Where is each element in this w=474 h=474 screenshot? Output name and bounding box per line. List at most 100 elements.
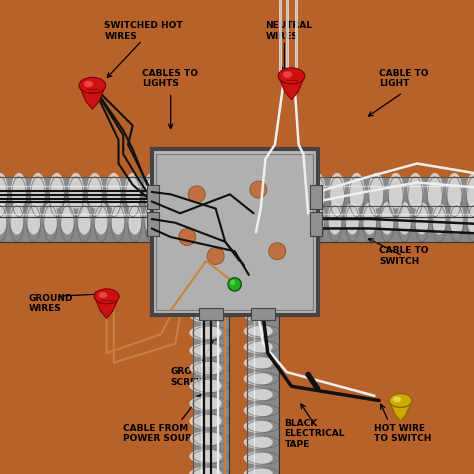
Ellipse shape	[407, 173, 423, 209]
Ellipse shape	[328, 202, 342, 235]
Bar	[251, 308, 275, 320]
Ellipse shape	[189, 361, 222, 375]
Ellipse shape	[9, 202, 24, 235]
Ellipse shape	[244, 436, 273, 449]
Ellipse shape	[0, 202, 7, 235]
Circle shape	[230, 280, 235, 285]
Text: BLACK
ELECTRICAL
TAPE: BLACK ELECTRICAL TAPE	[284, 419, 345, 448]
Circle shape	[207, 247, 224, 264]
Ellipse shape	[189, 414, 222, 428]
Ellipse shape	[244, 372, 273, 385]
Ellipse shape	[189, 431, 222, 446]
Ellipse shape	[144, 173, 160, 209]
Ellipse shape	[49, 173, 65, 209]
Ellipse shape	[79, 77, 106, 93]
Ellipse shape	[329, 173, 345, 209]
Ellipse shape	[189, 343, 222, 358]
Ellipse shape	[77, 202, 91, 235]
Ellipse shape	[278, 68, 305, 84]
Text: SWITCHED HOT
WIRES: SWITCHED HOT WIRES	[104, 21, 183, 40]
Ellipse shape	[415, 202, 429, 235]
Text: CABLE TO
LIGHT: CABLE TO LIGHT	[379, 69, 428, 88]
Ellipse shape	[244, 467, 273, 474]
Bar	[0, 177, 152, 217]
Ellipse shape	[189, 308, 222, 322]
Text: GROUND
WIRES: GROUND WIRES	[28, 294, 73, 313]
Bar	[310, 185, 322, 209]
Ellipse shape	[349, 173, 365, 209]
Ellipse shape	[84, 81, 93, 87]
Circle shape	[269, 243, 286, 260]
Bar	[156, 154, 313, 310]
Text: CABLES TO
LIGHTS: CABLES TO LIGHTS	[142, 69, 198, 88]
Bar	[318, 206, 474, 242]
Ellipse shape	[145, 202, 159, 235]
Ellipse shape	[345, 202, 360, 235]
Ellipse shape	[244, 420, 273, 433]
Ellipse shape	[244, 356, 273, 369]
Bar	[318, 177, 474, 217]
Ellipse shape	[244, 452, 273, 465]
Ellipse shape	[43, 202, 58, 235]
Ellipse shape	[189, 467, 222, 474]
Ellipse shape	[449, 202, 464, 235]
Ellipse shape	[106, 173, 122, 209]
Bar	[152, 149, 318, 315]
Ellipse shape	[94, 202, 109, 235]
Text: CABLE TO
SWITCH: CABLE TO SWITCH	[379, 246, 428, 265]
Ellipse shape	[68, 173, 84, 209]
Bar	[310, 212, 322, 236]
Ellipse shape	[111, 202, 125, 235]
Ellipse shape	[389, 394, 412, 407]
Ellipse shape	[393, 397, 401, 402]
Ellipse shape	[427, 173, 443, 209]
Ellipse shape	[467, 202, 474, 235]
Ellipse shape	[368, 173, 384, 209]
Bar	[193, 315, 229, 474]
Ellipse shape	[363, 202, 377, 235]
Ellipse shape	[189, 379, 222, 393]
Ellipse shape	[388, 173, 404, 209]
Circle shape	[250, 181, 267, 198]
Ellipse shape	[244, 388, 273, 401]
Ellipse shape	[30, 173, 46, 209]
Ellipse shape	[397, 202, 412, 235]
Bar	[199, 308, 223, 320]
Circle shape	[179, 228, 196, 246]
Ellipse shape	[432, 202, 447, 235]
Bar	[147, 212, 159, 236]
Ellipse shape	[283, 71, 292, 78]
Ellipse shape	[189, 326, 222, 340]
Ellipse shape	[244, 340, 273, 354]
Polygon shape	[79, 85, 106, 109]
Ellipse shape	[99, 292, 107, 298]
Text: CABLE FROM
POWER SOURCE: CABLE FROM POWER SOURCE	[123, 424, 205, 443]
Polygon shape	[389, 401, 412, 421]
Ellipse shape	[11, 173, 27, 209]
Ellipse shape	[244, 309, 273, 322]
Ellipse shape	[87, 173, 103, 209]
Bar	[247, 315, 279, 474]
Bar	[0, 206, 152, 242]
Ellipse shape	[244, 404, 273, 417]
Ellipse shape	[310, 202, 325, 235]
Ellipse shape	[0, 173, 8, 209]
Polygon shape	[94, 296, 119, 319]
Ellipse shape	[310, 173, 326, 209]
Ellipse shape	[94, 289, 119, 304]
Ellipse shape	[128, 202, 142, 235]
Circle shape	[228, 278, 241, 291]
Text: GROUND
SCREW: GROUND SCREW	[171, 367, 215, 386]
Bar	[147, 185, 159, 209]
Text: HOT WIRE
TO SWITCH: HOT WIRE TO SWITCH	[374, 424, 432, 443]
Ellipse shape	[60, 202, 74, 235]
Circle shape	[188, 186, 205, 203]
Ellipse shape	[447, 173, 463, 209]
Ellipse shape	[27, 202, 41, 235]
Ellipse shape	[189, 396, 222, 410]
Ellipse shape	[189, 449, 222, 464]
Polygon shape	[278, 76, 305, 100]
Ellipse shape	[125, 173, 141, 209]
Ellipse shape	[380, 202, 394, 235]
Text: NEUTRAL
WIRES: NEUTRAL WIRES	[265, 21, 312, 40]
